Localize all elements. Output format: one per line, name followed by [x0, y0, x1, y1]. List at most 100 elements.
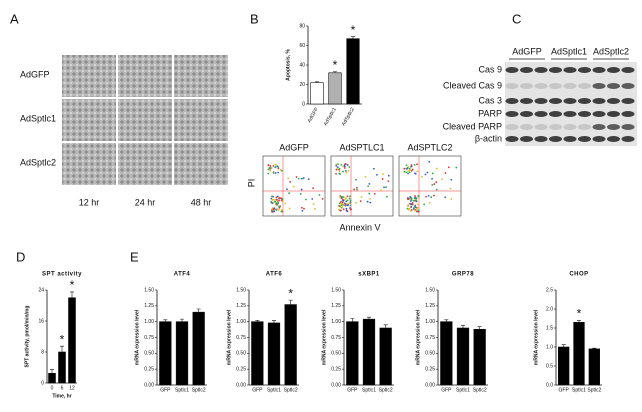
y-label: mRNA expression level [134, 309, 140, 365]
flow-dot [430, 196, 433, 199]
blot-band [563, 124, 577, 130]
column-label: 48 hr [191, 197, 212, 207]
x-tick-label: Sptlc1 [456, 387, 470, 393]
flow-dot [280, 210, 283, 213]
flow-dot [428, 160, 431, 163]
flow-dot [305, 198, 307, 201]
flow-title: AdGFP [279, 142, 309, 152]
bar [58, 351, 66, 384]
flow-dot [289, 181, 292, 183]
bar [456, 327, 470, 386]
flow-dot [353, 188, 356, 191]
y-tick-label: 2.5 [546, 287, 553, 293]
bar [473, 328, 486, 386]
flow-dot [410, 205, 413, 208]
flow-dot [287, 177, 290, 180]
error-bar [477, 326, 482, 330]
y-tick-label: 1.25 [144, 303, 154, 309]
flow-dot [410, 165, 413, 168]
blot-band [549, 83, 562, 89]
y-tick-label: 0.00 [236, 382, 246, 388]
flow-dot [344, 163, 347, 166]
y-tick-label: 1.50 [425, 287, 435, 293]
x-tick-label: Sptlc1 [175, 387, 189, 393]
blot-row: Cleaved Cas 9 [443, 80, 502, 90]
flow-dot [387, 174, 390, 177]
flow-dot [356, 188, 358, 191]
blot-band [607, 111, 620, 117]
blot-band [534, 136, 548, 142]
chart-title: ATF4 [174, 272, 191, 278]
blot-band [505, 67, 519, 73]
y-tick-label: 24 [38, 287, 44, 293]
flow-dot [413, 207, 415, 209]
flow-dot [449, 187, 452, 190]
y-tick-label: 1.25 [425, 303, 435, 309]
y-label: mRNA expression level [415, 309, 421, 365]
blot-band [592, 98, 606, 104]
flow-dot [314, 208, 316, 210]
flow-dot [338, 208, 340, 211]
blot-column: AdSptlc1 [551, 46, 587, 56]
y-tick-label: 1.00 [144, 319, 154, 325]
x-tick-label: GFP [559, 387, 570, 393]
flow-dot [335, 163, 338, 166]
blot-band [520, 111, 533, 117]
flow-dot [302, 177, 305, 180]
flow-dot [343, 167, 346, 169]
bar [284, 304, 297, 386]
y-tick-label: 0.25 [425, 366, 435, 372]
flow-dot [340, 164, 343, 166]
flow-dot [408, 171, 411, 174]
flow-dot [414, 197, 417, 200]
flow-dot [342, 165, 345, 168]
flow-dot [284, 202, 287, 205]
flow-dot [426, 171, 429, 174]
y-tick-label: 1.00 [236, 319, 246, 325]
error-bar [444, 319, 449, 322]
flow-dot [364, 175, 367, 178]
x-tick-label: GFP [347, 387, 358, 393]
error-bar [592, 347, 597, 349]
flow-dot [301, 209, 304, 212]
flow-dot [346, 164, 349, 166]
flow-dot [348, 197, 351, 200]
flow-dot [382, 173, 384, 176]
blot-row: Cas 3 [478, 95, 502, 105]
blot-band [549, 136, 562, 142]
flow-dot [355, 178, 358, 181]
y-tick-label: 60 [299, 43, 305, 49]
flow-dot [345, 207, 348, 210]
y-tick-label: 40 [299, 62, 305, 68]
flow-dot [427, 195, 430, 197]
flow-dot [345, 200, 348, 203]
flow-dot [450, 198, 453, 200]
flow-dot [416, 210, 418, 213]
flow-dot [414, 209, 416, 212]
blot-band [563, 111, 577, 117]
y-label: mRNA expression level [533, 309, 539, 365]
bar [192, 311, 205, 386]
chart-title: CHOP [569, 272, 588, 278]
column-label: 24 hr [135, 197, 156, 207]
flow-dot [403, 170, 406, 173]
flow-dot [275, 202, 278, 204]
error-bar [383, 324, 388, 328]
flow-dot [347, 204, 349, 207]
flow-dot [335, 168, 338, 171]
error-bar [163, 319, 168, 322]
blot-column: AdSptlc2 [593, 46, 629, 56]
flow-dot [407, 205, 410, 208]
blot-band [520, 98, 533, 104]
flow-dot [270, 200, 272, 203]
y-tick-label: 1.50 [236, 287, 246, 293]
flow-dot [431, 177, 433, 180]
blot-band [578, 83, 591, 89]
flow-dot [407, 208, 410, 210]
flow-dot [349, 204, 352, 207]
flow-dot [292, 185, 295, 188]
blot-band [520, 124, 533, 130]
flow-dot [275, 198, 278, 201]
micrograph [118, 99, 172, 141]
flow-dot [338, 167, 341, 170]
